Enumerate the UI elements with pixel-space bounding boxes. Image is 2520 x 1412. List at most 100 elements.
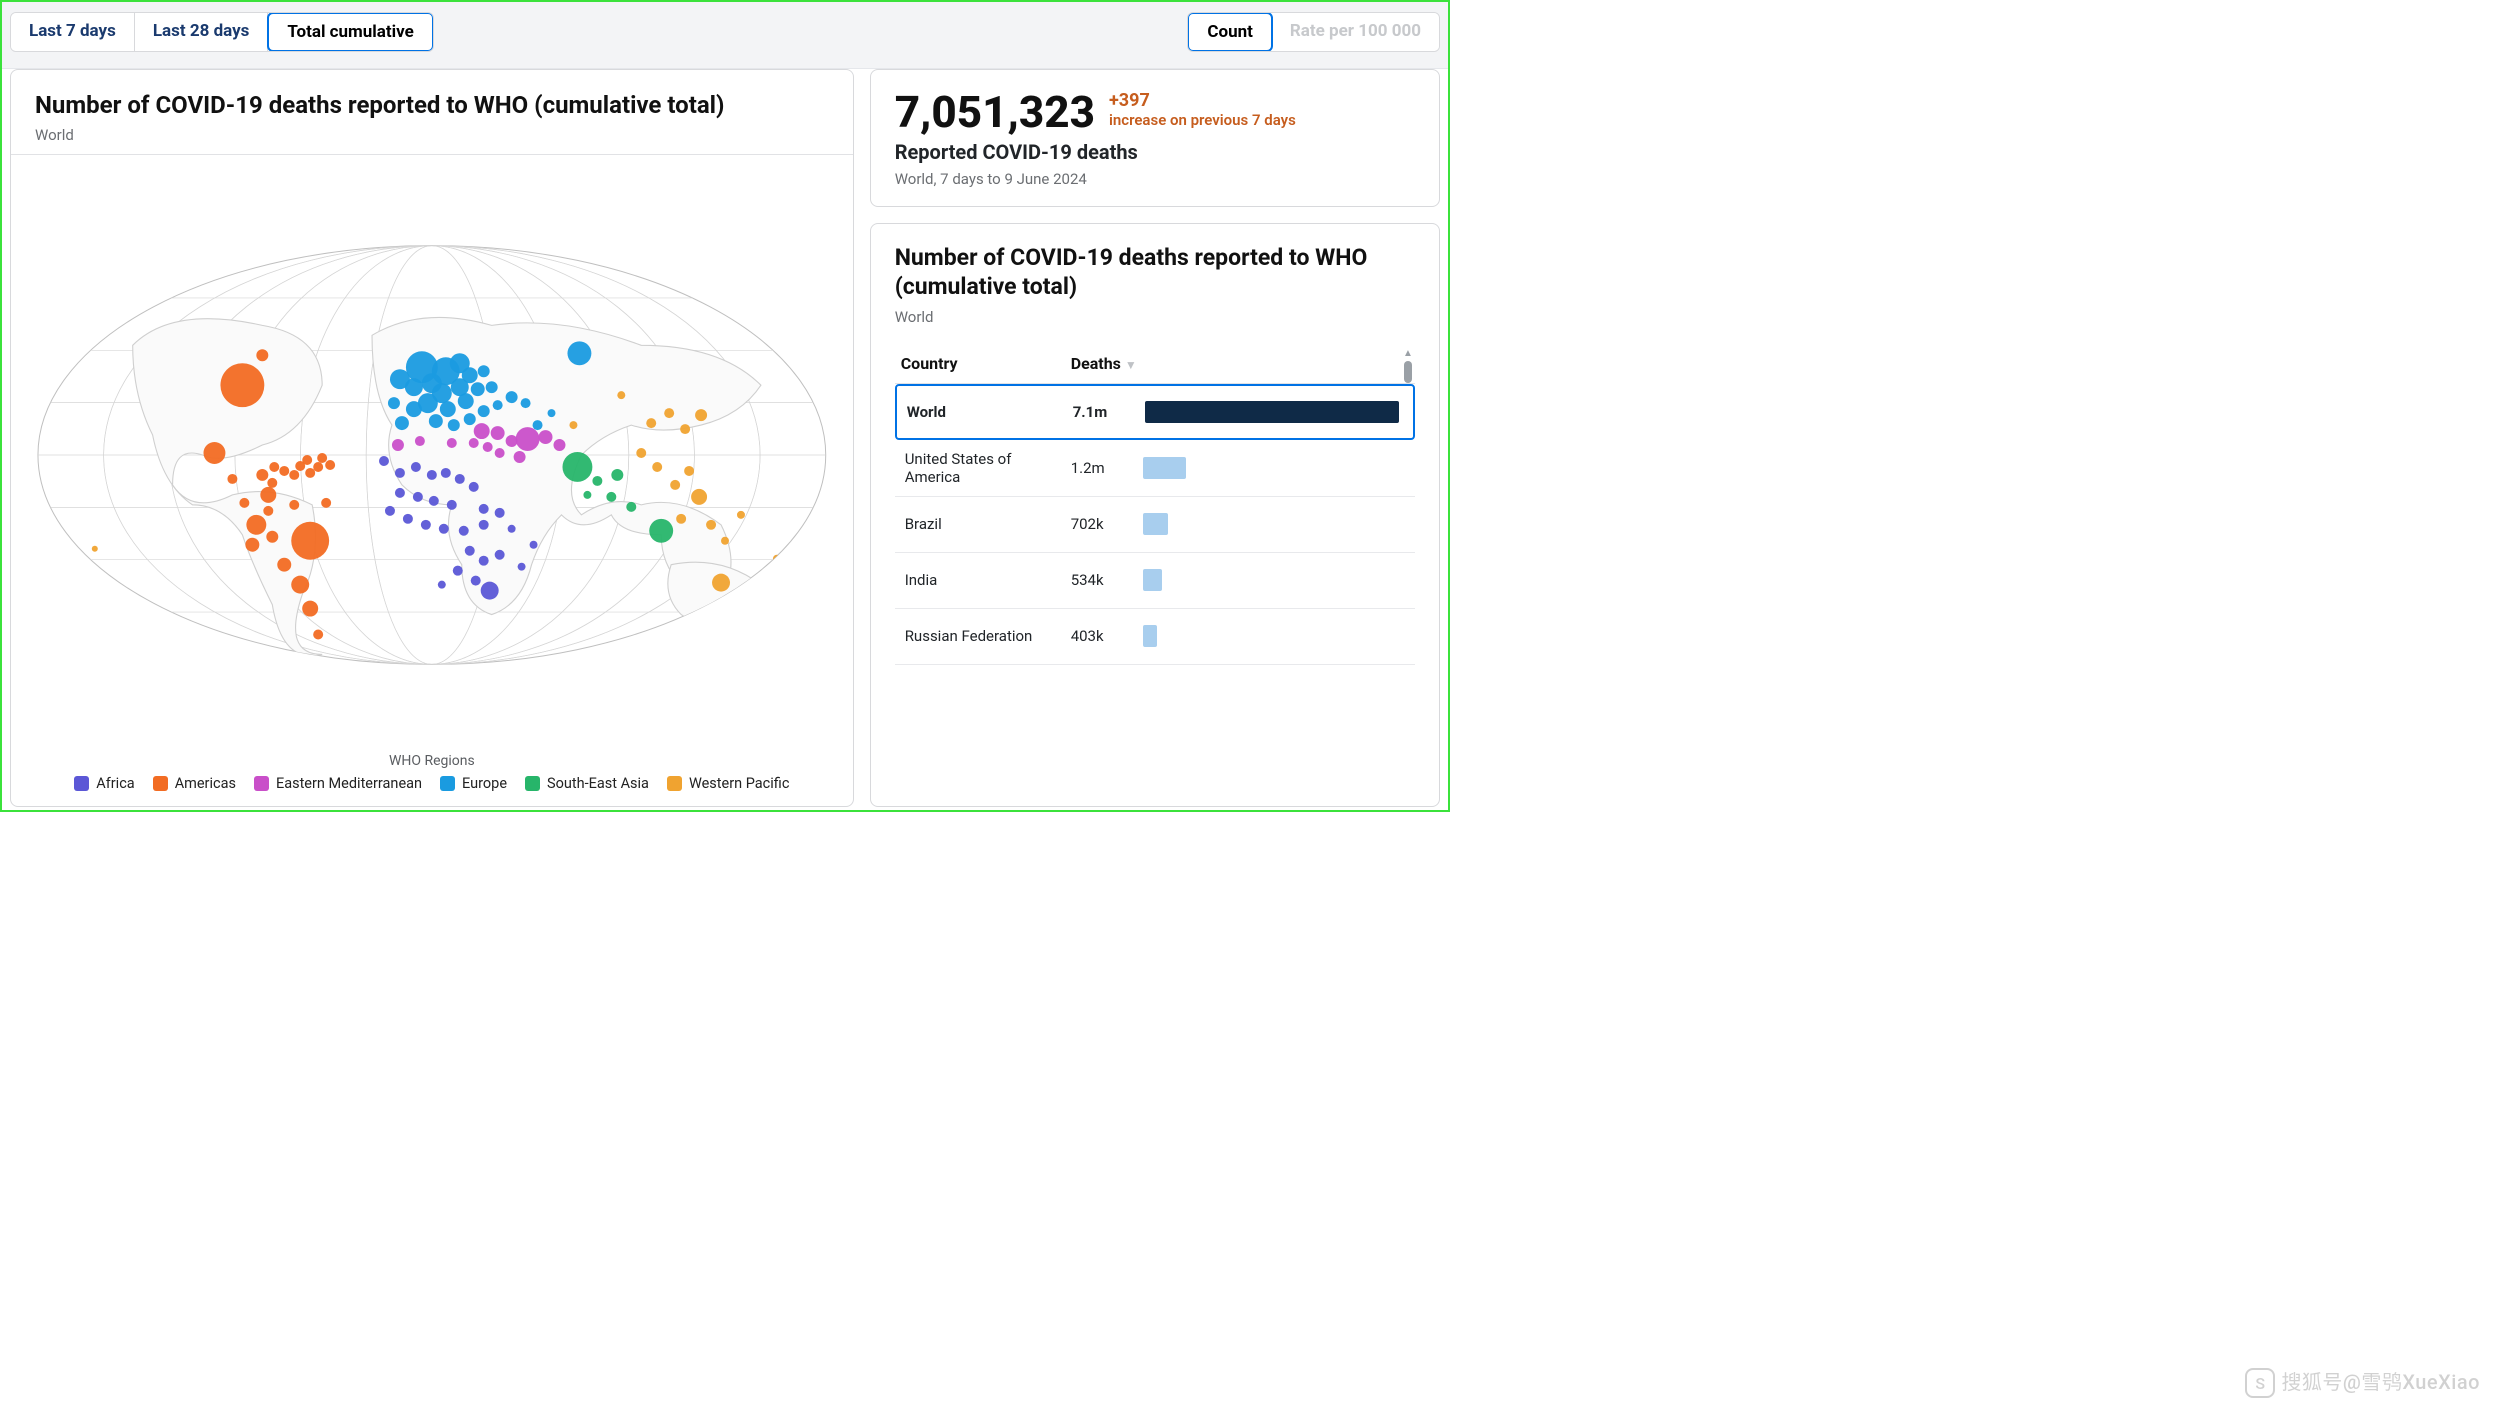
map-container[interactable] xyxy=(11,155,853,747)
map-dot[interactable] xyxy=(495,448,505,458)
map-dot[interactable] xyxy=(569,421,577,429)
map-dot[interactable] xyxy=(471,382,485,396)
map-dot[interactable] xyxy=(712,574,730,592)
map-dot[interactable] xyxy=(440,401,456,417)
map-dot[interactable] xyxy=(691,489,707,505)
legend-item-africa[interactable]: Africa xyxy=(74,775,134,792)
map-dot[interactable] xyxy=(737,511,745,519)
world-map[interactable] xyxy=(23,163,841,747)
map-dot[interactable] xyxy=(245,538,259,552)
map-dot[interactable] xyxy=(385,506,395,516)
map-dot[interactable] xyxy=(405,378,423,396)
tab-range-last-28-days[interactable]: Last 28 days xyxy=(135,13,269,51)
map-dot[interactable] xyxy=(469,438,479,448)
map-dot[interactable] xyxy=(427,470,437,480)
map-dot[interactable] xyxy=(203,442,225,464)
map-dot[interactable] xyxy=(481,582,499,600)
map-dot[interactable] xyxy=(429,496,439,506)
table-row[interactable]: Brazil702k xyxy=(895,497,1415,553)
map-dot[interactable] xyxy=(267,478,277,488)
map-dot[interactable] xyxy=(239,498,249,508)
map-dot[interactable] xyxy=(325,460,335,470)
map-dot[interactable] xyxy=(379,456,389,466)
map-dot[interactable] xyxy=(567,341,591,365)
map-dot[interactable] xyxy=(649,519,673,543)
table-row[interactable]: India534k xyxy=(895,553,1415,609)
map-dot[interactable] xyxy=(220,363,264,407)
map-dot[interactable] xyxy=(464,413,476,425)
map-dot[interactable] xyxy=(313,462,323,472)
map-dot[interactable] xyxy=(459,526,469,536)
map-dot[interactable] xyxy=(777,603,785,611)
map-dot[interactable] xyxy=(392,439,404,451)
map-dot[interactable] xyxy=(465,546,475,556)
map-dot[interactable] xyxy=(388,397,400,409)
map-dot[interactable] xyxy=(676,514,686,524)
map-dot[interactable] xyxy=(313,630,323,640)
map-dot[interactable] xyxy=(626,502,636,512)
map-dot[interactable] xyxy=(263,506,273,516)
map-dot[interactable] xyxy=(516,427,540,451)
map-dot[interactable] xyxy=(302,601,318,617)
map-dot[interactable] xyxy=(530,541,538,549)
map-dot[interactable] xyxy=(521,398,531,408)
col-country[interactable]: Country xyxy=(895,354,1071,373)
map-dot[interactable] xyxy=(395,416,409,430)
map-dot[interactable] xyxy=(474,423,490,439)
map-dot[interactable] xyxy=(227,474,237,484)
table-row[interactable]: United States of America1.2m xyxy=(895,440,1415,497)
map-dot[interactable] xyxy=(495,550,505,560)
legend-item-eastern-mediterranean[interactable]: Eastern Mediterranean xyxy=(254,775,422,792)
map-dot[interactable] xyxy=(256,349,268,361)
map-dot[interactable] xyxy=(395,468,405,478)
map-dot[interactable] xyxy=(289,470,299,480)
map-dot[interactable] xyxy=(493,400,503,410)
map-dot[interactable] xyxy=(289,500,299,510)
map-dot[interactable] xyxy=(539,430,553,444)
map-dot[interactable] xyxy=(508,525,516,533)
map-dot[interactable] xyxy=(269,462,279,472)
map-dot[interactable] xyxy=(533,420,543,430)
map-dot[interactable] xyxy=(636,448,646,458)
map-dot[interactable] xyxy=(548,409,556,417)
map-dot[interactable] xyxy=(395,488,405,498)
tab-metric-count[interactable]: Count xyxy=(1187,12,1273,52)
map-dot[interactable] xyxy=(421,520,431,530)
map-dot[interactable] xyxy=(684,466,694,476)
map-dot[interactable] xyxy=(664,408,674,418)
map-dot[interactable] xyxy=(479,556,489,566)
map-dot[interactable] xyxy=(617,391,625,399)
map-dot[interactable] xyxy=(413,492,423,502)
map-dot[interactable] xyxy=(321,498,331,508)
map-dot[interactable] xyxy=(260,487,276,503)
col-deaths[interactable]: Deaths▼ xyxy=(1071,354,1143,373)
map-dot[interactable] xyxy=(721,537,729,545)
map-dot[interactable] xyxy=(652,462,662,472)
map-dot[interactable] xyxy=(305,468,315,478)
map-dot[interactable] xyxy=(277,558,291,572)
map-dot[interactable] xyxy=(748,592,758,602)
table-row[interactable]: Russian Federation403k xyxy=(895,609,1415,665)
map-dot[interactable] xyxy=(518,563,526,571)
map-dot[interactable] xyxy=(302,455,312,465)
map-dot[interactable] xyxy=(592,476,602,486)
map-dot[interactable] xyxy=(439,524,449,534)
map-dot[interactable] xyxy=(680,424,690,434)
table-row[interactable]: World7.1m xyxy=(895,384,1415,440)
map-dot[interactable] xyxy=(447,500,457,510)
map-dot[interactable] xyxy=(553,439,565,451)
map-dot[interactable] xyxy=(478,365,490,377)
map-dot[interactable] xyxy=(479,504,489,514)
map-dot[interactable] xyxy=(479,520,489,530)
map-dot[interactable] xyxy=(451,378,469,396)
map-dot[interactable] xyxy=(291,576,309,594)
map-dot[interactable] xyxy=(438,581,446,589)
map-dot[interactable] xyxy=(471,576,481,586)
map-dot[interactable] xyxy=(506,391,518,403)
map-dot[interactable] xyxy=(406,401,422,417)
map-dot[interactable] xyxy=(478,405,490,417)
map-dot[interactable] xyxy=(256,469,268,481)
tab-range-last-7-days[interactable]: Last 7 days xyxy=(11,13,135,51)
map-dot[interactable] xyxy=(447,438,457,448)
map-dot[interactable] xyxy=(491,426,505,440)
